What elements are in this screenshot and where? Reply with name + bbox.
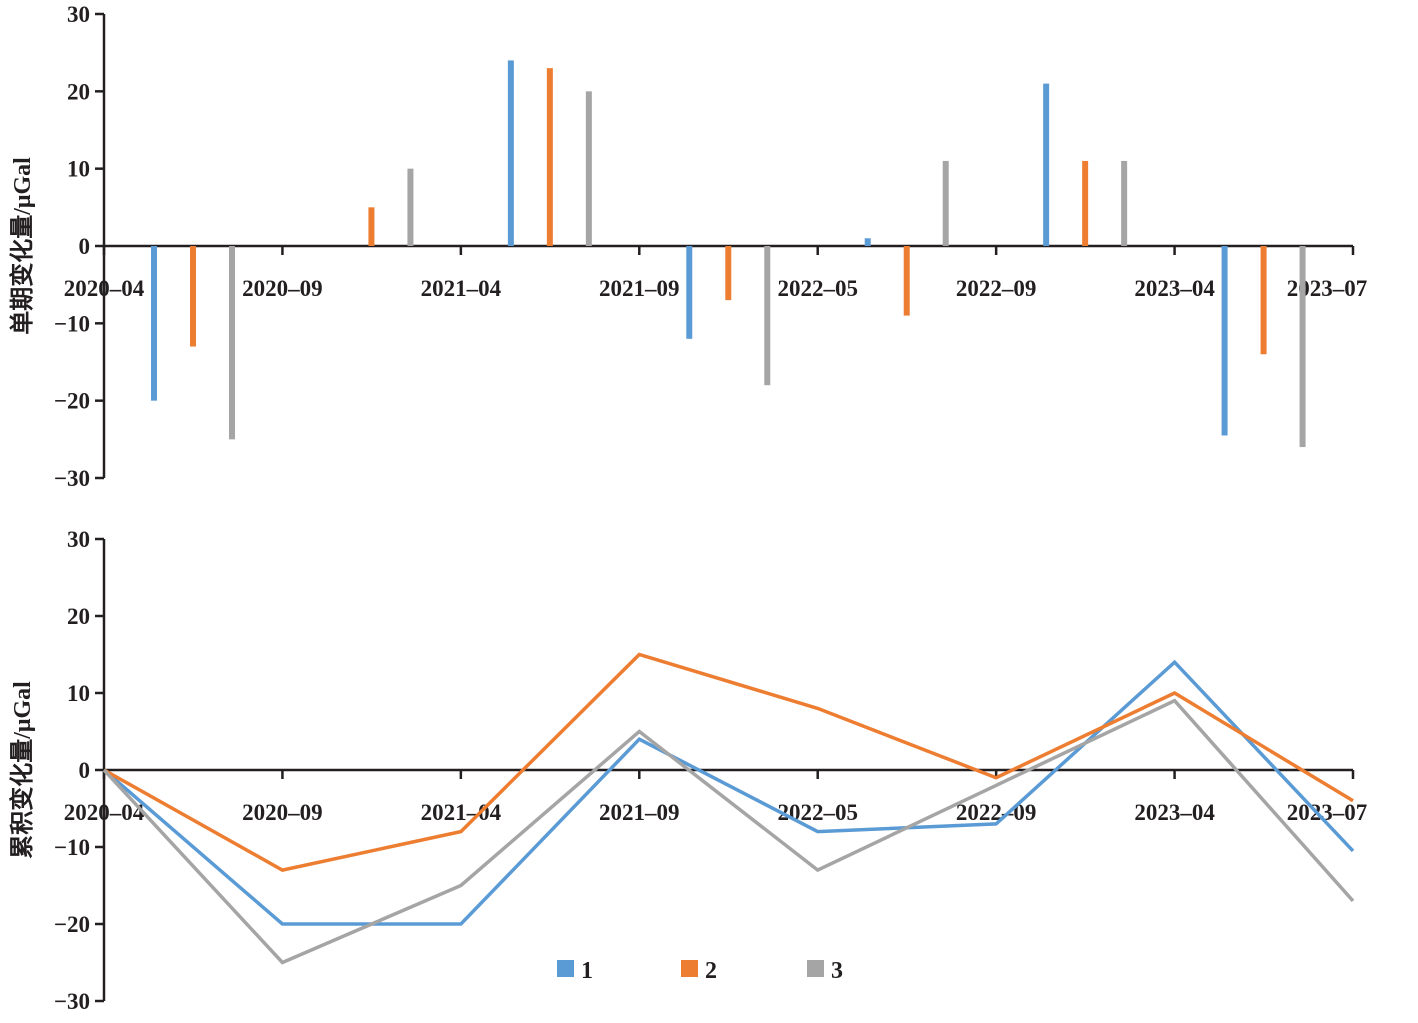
top-y-tick-label: −30: [54, 466, 90, 491]
bar-series-2: [1082, 160, 1089, 246]
legend-swatch-3: [807, 960, 824, 977]
chart-legend: 1 2 3: [557, 958, 843, 984]
top-x-tick-label: 2020–09: [242, 276, 323, 301]
bar-series-1: [151, 246, 157, 401]
bar-series-2: [546, 68, 553, 246]
bar-series-2: [368, 207, 375, 246]
bottom-y-tick-label: −30: [54, 989, 90, 1014]
top-x-tick-label: 2023–04: [1134, 276, 1215, 301]
bar-series-3: [942, 160, 949, 246]
bar-series-2: [903, 246, 910, 316]
bottom-y-tick-label: −20: [54, 912, 90, 937]
legend-label-3: 3: [831, 958, 843, 984]
top-x-tick-label: 2021–09: [599, 276, 680, 301]
bar-series-2: [190, 246, 196, 347]
bar-series-3: [407, 168, 414, 246]
bottom-y-tick-label: −10: [54, 835, 90, 860]
bar-series-3: [1121, 160, 1128, 246]
bar-series-2: [1260, 246, 1267, 355]
top-x-tick-label: 2021–04: [421, 276, 502, 301]
top-y-tick-label: −10: [54, 311, 90, 336]
single-period-change-chart: 30 20 10 0 −10 −20 −30 2020–04 2020–09 2021–04 202…: [8, 2, 1367, 491]
legend-swatch-1: [557, 960, 574, 977]
bar-series-2: [725, 246, 732, 301]
line-series-3: [102, 698, 1355, 965]
bar-series-1: [864, 238, 871, 246]
bar-series-1: [1043, 83, 1050, 246]
line-series-2: [103, 652, 1354, 872]
bottom-x-tick-label: 2020–04: [64, 800, 145, 825]
top-y-tick-label: 0: [79, 234, 91, 259]
bar-series-3: [229, 246, 235, 440]
bar-series-3: [764, 246, 771, 386]
top-y-tick-label: 30: [67, 2, 90, 27]
bottom-y-tick-label: 20: [67, 604, 90, 629]
top-y-tick-label: 20: [67, 79, 90, 104]
bar-series-1: [507, 60, 514, 247]
top-x-tick-label: 2020–04: [64, 276, 145, 301]
top-x-tick-label: 2022–09: [956, 276, 1037, 301]
bottom-x-tick-label: 2022–09: [956, 800, 1037, 825]
bottom-x-tick-label: 2023–04: [1134, 800, 1215, 825]
bottom-x-tick-label: 2021–09: [599, 800, 680, 825]
bottom-y-tick-label: 10: [67, 681, 90, 706]
bottom-x-tick-label: 2020–09: [242, 800, 323, 825]
bottom-x-tick-label: 2022–05: [777, 800, 858, 825]
top-y-axis-title: 单期变化量/μGal: [8, 157, 36, 335]
top-y-tick-label: −20: [54, 389, 90, 414]
bottom-y-tick-label: 0: [79, 758, 91, 783]
bar-series-3: [1299, 246, 1306, 448]
bottom-y-axis-title: 累积变化量/μGal: [8, 681, 36, 859]
legend-label-2: 2: [705, 958, 717, 984]
top-x-tick-label: 2023–07: [1287, 276, 1368, 301]
top-x-tick-label: 2022–05: [777, 276, 858, 301]
legend-swatch-2: [681, 960, 698, 977]
bottom-y-tick-label: 30: [67, 527, 90, 552]
legend-label-1: 1: [581, 958, 593, 984]
line-series-1: [102, 659, 1355, 926]
bar-series-3: [585, 91, 592, 246]
bar-series-1: [1221, 246, 1228, 436]
top-y-tick-label: 10: [67, 157, 90, 182]
bottom-x-tick-label: 2023–07: [1287, 800, 1368, 825]
bar-series-1: [686, 246, 693, 339]
